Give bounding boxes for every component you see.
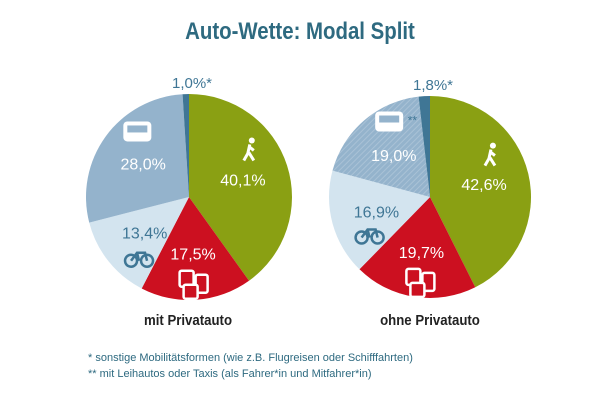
footnote-1: * sonstige Mobilitätsformen (wie z.B. Fl…: [88, 352, 413, 364]
pie-slice-other: [418, 96, 430, 197]
bike-icon: [123, 251, 155, 269]
pie-slice-pt: [359, 197, 476, 298]
slice-label: 28,0%: [120, 157, 165, 174]
public-transport-icon: [405, 267, 436, 299]
pie-slice-bike: [329, 170, 430, 270]
car-icon: [375, 111, 404, 132]
public-transport-icon: [178, 269, 209, 300]
car-icon: [123, 121, 152, 142]
slice-label: 40,1%: [220, 173, 265, 190]
bike-icon: [354, 228, 385, 245]
slice-label: 1,8%*: [413, 77, 453, 94]
pie-caption-1: mit Privatauto: [143, 312, 233, 329]
walk-icon: [483, 142, 497, 167]
slice-label: 19,0%: [371, 148, 416, 165]
chart-title: Auto-Wette: Modal Split: [185, 18, 415, 45]
pie-slice-walk: [189, 94, 293, 281]
walk-icon: [242, 137, 256, 162]
pie-slice-walk: [430, 96, 532, 288]
slice-label: 42,6%: [461, 177, 506, 194]
pie-slice-other: [182, 94, 189, 197]
footnote-2: ** mit Leihautos oder Taxis (als Fahrer*…: [88, 368, 372, 380]
slice-label: 13,4%: [122, 225, 167, 242]
pie-slice-pt: [141, 197, 250, 300]
slice-label: 1,0%*: [172, 75, 212, 92]
pie-caption-2: ohne Privatauto: [380, 312, 480, 329]
slice-label: 17,5%: [170, 247, 215, 264]
slice-label: 19,7%: [399, 245, 444, 262]
pie-slice-car: [86, 94, 189, 223]
pie-slice-bike: [89, 197, 189, 289]
pie-slice-car: [332, 96, 430, 197]
slice-label: 16,9%: [354, 205, 399, 222]
slice-note: **: [408, 113, 418, 127]
